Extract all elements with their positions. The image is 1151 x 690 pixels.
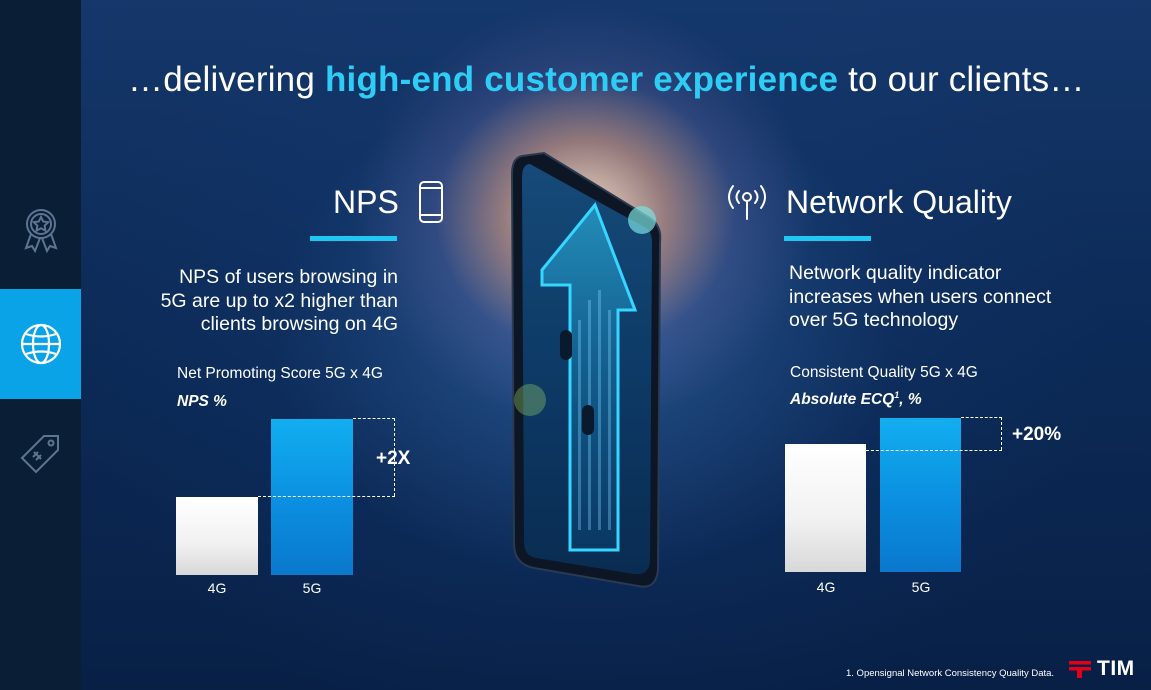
smartphone-illustration [510, 151, 662, 588]
smartphone-icon [419, 181, 443, 223]
network-bar-4g [785, 444, 866, 572]
nps-dashed-top [353, 418, 395, 419]
tag-icon [20, 435, 59, 474]
globe-icon [20, 323, 61, 365]
nps-bar-5g [271, 419, 353, 575]
nps-chart-title: Net Promoting Score 5G x 4G [177, 365, 383, 382]
network-delta-label: +20% [1012, 424, 1062, 445]
network-dashed-base [866, 450, 1002, 451]
network-chart-subtitle: Absolute ECQ1, % [790, 390, 922, 409]
nps-chart-subtitle: NPS % [177, 393, 227, 410]
network-underline [784, 236, 871, 241]
network-category-4g: 4G [816, 579, 836, 595]
network-chart-subtitle-text: Absolute ECQ [790, 391, 895, 409]
nps-delta-label: +2X [376, 448, 411, 469]
nps-description: NPS of users browsing in 5G are up to x2… [100, 266, 398, 337]
network-description-line: over 5G technology [789, 309, 959, 331]
network-chart-title: Consistent Quality 5G x 4G [790, 364, 978, 381]
page-title: …delivering high-end customer experience… [128, 60, 1128, 100]
nps-title: NPS [333, 184, 399, 220]
network-dashed-top [961, 417, 1002, 418]
network-description: Network quality indicator increases when… [789, 262, 1099, 333]
nps-category-5g: 5G [302, 580, 322, 596]
network-description-line: increases when users connect [789, 285, 1052, 308]
tim-logo-icon [1069, 661, 1091, 678]
footnote: 1. Opensignal Network Consistency Qualit… [846, 668, 1055, 679]
title-suffix: to our clients… [838, 60, 1085, 99]
network-dashed-side [1001, 417, 1002, 450]
nps-description-line: clients browsing on 4G [200, 313, 398, 335]
title-prefix: …delivering [128, 60, 325, 99]
nps-dashed-base [258, 496, 395, 497]
nps-bar-4g [176, 497, 258, 575]
network-bar-5g [880, 418, 961, 572]
sidebar [0, 0, 81, 690]
brand-logo: TIM [1069, 657, 1135, 681]
sidebar-item-tag[interactable] [0, 398, 81, 508]
nps-category-4g: 4G [207, 580, 227, 596]
network-title: Network Quality [786, 184, 1012, 220]
nps-description-line: 5G are up to x2 higher than [160, 289, 398, 312]
award-icon [23, 209, 58, 254]
sidebar-item-award[interactable] [0, 175, 81, 285]
antenna-signal-icon [728, 185, 766, 220]
network-category-5g: 5G [911, 579, 931, 595]
brand-name: TIM [1097, 657, 1135, 680]
nps-dashed-side [394, 418, 395, 496]
footnote-marker: 1 [894, 390, 900, 400]
title-highlight: high-end customer experience [324, 60, 839, 99]
nps-description-line: NPS of users browsing in [179, 266, 398, 288]
nps-underline [310, 236, 397, 241]
network-chart-subtitle-suffix: , % [899, 391, 922, 409]
sidebar-item-globe[interactable] [0, 289, 81, 399]
network-description-line: Network quality indicator [789, 262, 1002, 284]
